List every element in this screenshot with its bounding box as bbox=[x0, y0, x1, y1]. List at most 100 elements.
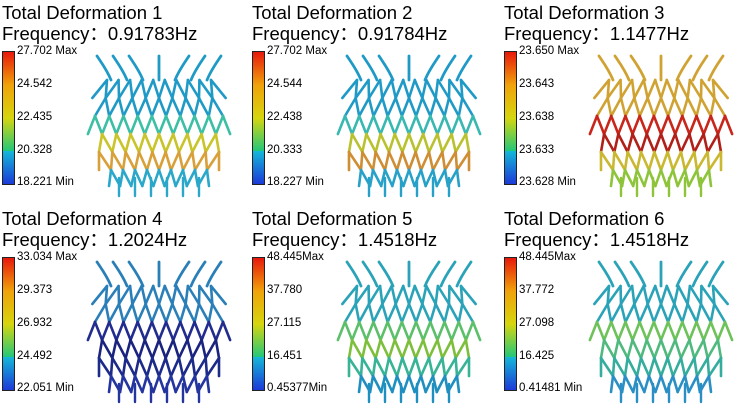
stent-model bbox=[336, 54, 482, 198]
stent-strut bbox=[676, 374, 687, 394]
stent-strut bbox=[368, 374, 375, 394]
stent-strut bbox=[709, 320, 720, 342]
stent-strut bbox=[367, 78, 382, 100]
stent-strut bbox=[193, 168, 200, 188]
stent-strut bbox=[141, 374, 149, 394]
stent-strut bbox=[431, 168, 439, 188]
stent-strut bbox=[394, 96, 404, 118]
stent-strut bbox=[659, 356, 669, 378]
stent-strut bbox=[407, 132, 417, 154]
stent-strut bbox=[606, 302, 613, 324]
stent-strut bbox=[681, 320, 691, 342]
stent-strut bbox=[711, 284, 716, 306]
stent-strut bbox=[602, 132, 616, 154]
stent-strut bbox=[197, 96, 211, 118]
stent-strut bbox=[100, 132, 114, 154]
stent-strut bbox=[402, 374, 411, 394]
stent-strut bbox=[121, 356, 127, 378]
stent-strut bbox=[606, 284, 611, 306]
stent-strut bbox=[639, 356, 651, 378]
stent-strut bbox=[214, 114, 225, 136]
color-legend-segment bbox=[505, 52, 516, 85]
stent-strut bbox=[646, 284, 657, 306]
stent-strut bbox=[347, 338, 354, 360]
stent-strut bbox=[709, 96, 716, 118]
stent-hook bbox=[377, 54, 395, 82]
legend-tick-label: 23.650 Max bbox=[519, 45, 580, 57]
stent-strut bbox=[635, 374, 646, 394]
stent-strut bbox=[400, 320, 411, 342]
stent-strut bbox=[361, 356, 375, 378]
stent-strut bbox=[121, 374, 133, 394]
stent-strut bbox=[117, 96, 125, 118]
stent-strut bbox=[611, 150, 616, 172]
stent-strut bbox=[207, 114, 218, 136]
stent-strut bbox=[434, 78, 440, 100]
stent-strut bbox=[626, 150, 639, 172]
stent-strut bbox=[633, 302, 641, 324]
stent-strut bbox=[157, 150, 167, 172]
stent-strut bbox=[443, 374, 450, 394]
stent-strut bbox=[421, 78, 428, 100]
stent-strut bbox=[379, 374, 387, 394]
stent-strut bbox=[121, 150, 127, 172]
stent-strut bbox=[163, 78, 174, 100]
stent-strut bbox=[386, 320, 397, 342]
stent-strut bbox=[455, 150, 471, 172]
panel-frequency: Frequency：1.4518Hz bbox=[252, 229, 438, 250]
stent-strut bbox=[157, 374, 166, 394]
panel-title: Total Deformation 4 bbox=[2, 208, 163, 229]
stent-strut bbox=[171, 284, 178, 306]
stent-strut bbox=[221, 114, 232, 136]
stent-strut bbox=[695, 302, 703, 324]
stent-strut bbox=[421, 338, 431, 360]
stent-strut bbox=[457, 114, 468, 136]
stent-strut bbox=[639, 150, 651, 172]
mode-panel-6: Total Deformation 6 Frequency：1.4518Hz 48.… bbox=[502, 206, 746, 411]
stent-strut bbox=[606, 78, 611, 100]
legend-tick-label: 0.41481 Min bbox=[519, 382, 583, 394]
stent-strut bbox=[205, 150, 221, 172]
stent-strut bbox=[599, 150, 615, 172]
stent-strut bbox=[673, 78, 680, 100]
stent-strut bbox=[455, 356, 471, 378]
stent-strut bbox=[407, 374, 416, 394]
stent-strut bbox=[185, 374, 197, 394]
stent-strut bbox=[100, 338, 114, 360]
stent-strut bbox=[687, 168, 699, 188]
stent-strut bbox=[133, 168, 144, 188]
stent-strut bbox=[441, 132, 453, 154]
stent-strut bbox=[383, 150, 391, 172]
stent-strut bbox=[357, 168, 363, 188]
stent-strut bbox=[171, 132, 181, 154]
stent-strut bbox=[617, 114, 627, 136]
stent-strut bbox=[602, 320, 613, 342]
stent-strut bbox=[151, 338, 161, 360]
stent-strut bbox=[93, 320, 104, 342]
stent-hook bbox=[597, 54, 615, 82]
color-legend-bar bbox=[2, 257, 15, 391]
stent-strut bbox=[414, 150, 423, 172]
stent-strut bbox=[387, 356, 399, 378]
stent-hook bbox=[95, 260, 113, 288]
stent-strut bbox=[429, 320, 439, 342]
stent-strut bbox=[659, 168, 668, 188]
stent-strut bbox=[459, 284, 464, 306]
stent-strut bbox=[702, 132, 709, 154]
stent-strut bbox=[425, 78, 437, 100]
stent-strut bbox=[136, 320, 147, 342]
stent-strut bbox=[673, 302, 684, 324]
stent-strut bbox=[343, 302, 357, 324]
stent-strut bbox=[414, 114, 425, 136]
stent-strut bbox=[143, 132, 154, 154]
stent-strut bbox=[93, 302, 107, 324]
stent-strut bbox=[169, 356, 181, 378]
stent-strut bbox=[181, 356, 194, 378]
stent-strut bbox=[630, 284, 636, 306]
stent-strut bbox=[443, 356, 457, 378]
stent-strut bbox=[387, 338, 397, 360]
stent-strut bbox=[461, 302, 475, 324]
color-legend-segment bbox=[505, 357, 516, 390]
stent-strut bbox=[681, 96, 689, 118]
color-legend-bar bbox=[252, 257, 265, 391]
